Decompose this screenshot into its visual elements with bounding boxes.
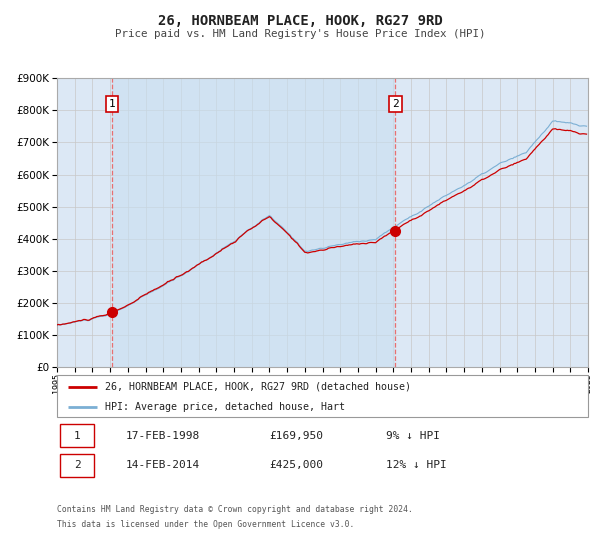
FancyBboxPatch shape [59, 454, 94, 477]
Text: 17-FEB-1998: 17-FEB-1998 [126, 431, 200, 441]
Text: Contains HM Land Registry data © Crown copyright and database right 2024.: Contains HM Land Registry data © Crown c… [57, 505, 413, 514]
Text: 1: 1 [74, 431, 80, 441]
FancyBboxPatch shape [59, 424, 94, 447]
Text: 2: 2 [392, 99, 399, 109]
FancyBboxPatch shape [57, 375, 588, 417]
Text: 9% ↓ HPI: 9% ↓ HPI [386, 431, 440, 441]
Text: £169,950: £169,950 [269, 431, 323, 441]
Text: 26, HORNBEAM PLACE, HOOK, RG27 9RD: 26, HORNBEAM PLACE, HOOK, RG27 9RD [158, 14, 442, 28]
Text: £425,000: £425,000 [269, 460, 323, 470]
Text: This data is licensed under the Open Government Licence v3.0.: This data is licensed under the Open Gov… [57, 520, 355, 529]
Text: 1: 1 [109, 99, 116, 109]
Text: 14-FEB-2014: 14-FEB-2014 [126, 460, 200, 470]
Text: 2: 2 [74, 460, 80, 470]
Text: Price paid vs. HM Land Registry's House Price Index (HPI): Price paid vs. HM Land Registry's House … [115, 29, 485, 39]
Text: 26, HORNBEAM PLACE, HOOK, RG27 9RD (detached house): 26, HORNBEAM PLACE, HOOK, RG27 9RD (deta… [105, 382, 411, 392]
Text: 12% ↓ HPI: 12% ↓ HPI [386, 460, 447, 470]
Text: HPI: Average price, detached house, Hart: HPI: Average price, detached house, Hart [105, 402, 345, 412]
Bar [112, 78, 395, 367]
